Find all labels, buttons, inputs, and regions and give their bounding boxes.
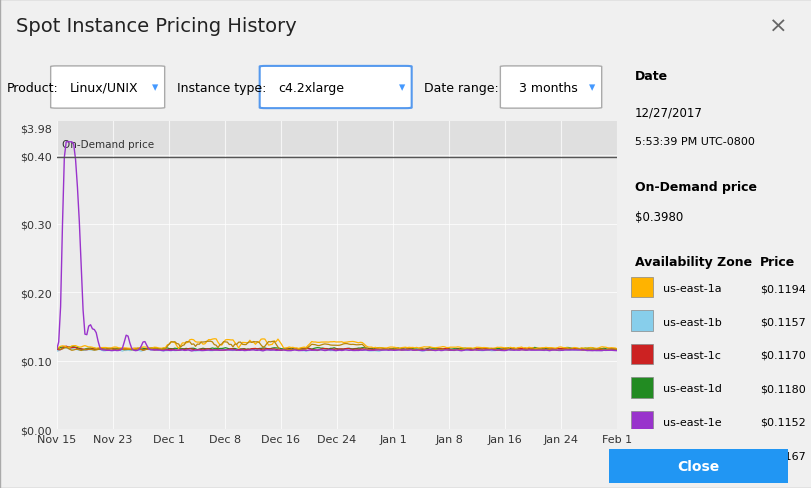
Text: $0.1180: $0.1180 (759, 384, 805, 394)
Text: Availability Zone: Availability Zone (634, 255, 751, 268)
Text: Price: Price (759, 255, 794, 268)
Text: Spot Instance Pricing History: Spot Instance Pricing History (16, 17, 297, 36)
FancyBboxPatch shape (599, 447, 796, 485)
Text: ×: × (768, 17, 787, 36)
FancyBboxPatch shape (50, 67, 165, 109)
Text: $0.1170: $0.1170 (759, 350, 805, 360)
Text: us-east-1d: us-east-1d (662, 384, 721, 394)
Text: On-Demand price: On-Demand price (62, 140, 154, 150)
FancyBboxPatch shape (630, 277, 652, 298)
FancyBboxPatch shape (500, 67, 601, 109)
Text: On-Demand price: On-Demand price (634, 181, 756, 194)
Bar (57, 122, 616, 158)
Text: us-east-1a: us-east-1a (662, 284, 720, 293)
Text: us-east-1e: us-east-1e (662, 417, 720, 427)
Text: Date: Date (634, 70, 667, 82)
FancyBboxPatch shape (630, 411, 652, 431)
Text: us-east-1f: us-east-1f (662, 450, 718, 460)
Text: $0.3980: $0.3980 (634, 211, 682, 224)
Text: ▾: ▾ (588, 81, 594, 94)
Text: 3 months: 3 months (519, 81, 577, 94)
FancyBboxPatch shape (630, 378, 652, 398)
Text: $0.1157: $0.1157 (759, 317, 805, 327)
FancyBboxPatch shape (630, 444, 652, 465)
Text: Product:: Product: (6, 81, 58, 94)
Text: Date range:: Date range: (424, 81, 499, 94)
Text: $0.1152: $0.1152 (759, 417, 805, 427)
FancyBboxPatch shape (260, 67, 411, 109)
Text: Instance type:: Instance type: (177, 81, 266, 94)
Text: $0.1167: $0.1167 (759, 450, 805, 460)
Text: 5:53:39 PM UTC-0800: 5:53:39 PM UTC-0800 (634, 137, 753, 146)
Text: 12/27/2017: 12/27/2017 (634, 107, 702, 120)
Text: $3.98: $3.98 (20, 124, 52, 134)
Text: ▾: ▾ (398, 81, 405, 94)
Text: c4.2xlarge: c4.2xlarge (278, 81, 344, 94)
Text: ▾: ▾ (152, 81, 158, 94)
FancyBboxPatch shape (630, 311, 652, 331)
Text: $0.1194: $0.1194 (759, 284, 805, 293)
FancyBboxPatch shape (630, 344, 652, 365)
Text: us-east-1b: us-east-1b (662, 317, 720, 327)
Text: Close: Close (676, 459, 719, 473)
Text: Linux/UNIX: Linux/UNIX (70, 81, 138, 94)
Text: us-east-1c: us-east-1c (662, 350, 719, 360)
